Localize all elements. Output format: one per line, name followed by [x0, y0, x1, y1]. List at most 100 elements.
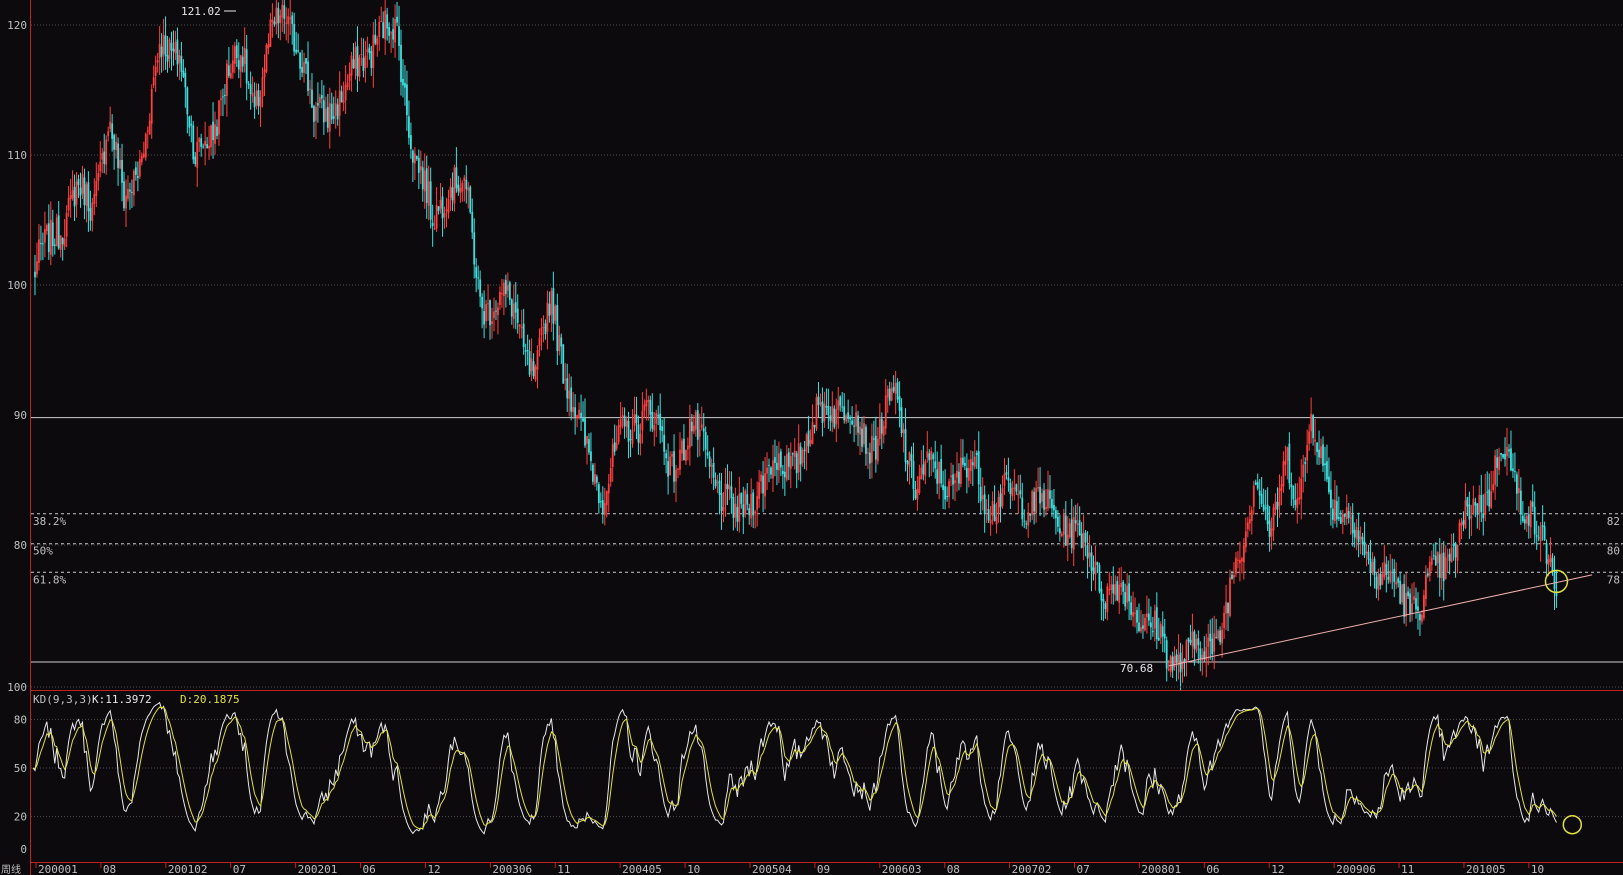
candle-body — [1304, 461, 1307, 464]
candle-body — [1086, 545, 1089, 559]
candle-body — [1377, 574, 1380, 591]
candle-body — [778, 453, 780, 471]
candle-body — [1555, 590, 1558, 597]
candle-body — [257, 90, 260, 106]
candle-body — [1033, 491, 1036, 512]
x-tick-label: 200306 — [492, 863, 532, 875]
candle-body — [766, 467, 768, 474]
candle-body — [1187, 637, 1190, 642]
candle-body — [847, 412, 850, 419]
fib-level-right-label: 82 — [1607, 515, 1620, 528]
candle-body — [880, 418, 883, 434]
candle-body — [1335, 501, 1338, 520]
candle-body — [552, 288, 555, 324]
candle-body — [716, 481, 719, 483]
candle-body — [661, 426, 664, 431]
candle-body — [1401, 584, 1404, 603]
candle-body — [1397, 578, 1400, 583]
candle-body — [237, 60, 240, 70]
candle-body — [315, 106, 317, 121]
candle-body — [417, 157, 420, 173]
x-tick-label: 09 — [817, 863, 830, 875]
candle-body — [249, 84, 252, 95]
candle-body — [1205, 647, 1208, 661]
candle-body — [975, 452, 978, 456]
candle-body — [629, 439, 632, 441]
candle-body — [1108, 589, 1111, 591]
candle-body — [1195, 638, 1198, 651]
candle-body — [1023, 520, 1026, 522]
candle-body — [1426, 573, 1429, 576]
x-tick-label: 10 — [1531, 863, 1544, 875]
candle-body — [491, 321, 493, 325]
candle-body — [799, 446, 802, 465]
candle-body — [1246, 522, 1249, 530]
candle-body — [40, 243, 42, 245]
candle-body — [313, 106, 315, 122]
candle-body — [973, 456, 976, 467]
kd-d-value: D:20.1875 — [180, 693, 240, 706]
candle-body — [540, 327, 543, 336]
candle-body — [344, 85, 347, 101]
candle-body — [1235, 557, 1237, 574]
candle-body — [1189, 639, 1192, 643]
candle-body — [1276, 501, 1279, 510]
candle-body — [374, 34, 377, 44]
kd-series — [32, 701, 1583, 835]
candle-body — [869, 452, 871, 464]
price-tick-label: 110 — [7, 149, 27, 162]
candle-body — [1248, 519, 1251, 524]
candle-body — [993, 504, 996, 521]
candle-body — [898, 396, 901, 411]
candle-body — [859, 426, 861, 435]
candle-body — [293, 24, 296, 52]
candle-body — [520, 326, 523, 329]
candle-body — [659, 413, 662, 431]
candle-body — [1432, 555, 1435, 557]
candle-body — [817, 396, 820, 406]
candle-body — [1543, 526, 1546, 540]
candle-body — [1330, 489, 1332, 508]
candle-body — [576, 415, 578, 419]
candle-body — [928, 453, 931, 461]
candle-body — [1092, 567, 1095, 574]
candle-body — [801, 450, 804, 464]
candle-body — [174, 41, 177, 54]
candle-body — [1490, 491, 1493, 508]
kd-tick-label: 0 — [20, 843, 27, 856]
candle-body — [772, 460, 774, 479]
candle-body — [1494, 455, 1497, 485]
x-axis: 200001 08 200102 07 200201 06 12 200306 11 200405… — [35, 863, 1544, 875]
candle-body — [544, 323, 547, 335]
candle-body — [542, 326, 545, 328]
candle-body — [1419, 614, 1421, 621]
candle-body — [1470, 516, 1473, 518]
candle-body — [1355, 527, 1358, 539]
candle-body — [645, 400, 648, 407]
candle-body — [463, 177, 466, 182]
candle-body — [368, 47, 371, 54]
candle-body — [837, 400, 840, 410]
candle-body — [378, 22, 381, 37]
candle-body — [113, 134, 116, 150]
candle-body — [406, 84, 408, 116]
candle-body — [1167, 668, 1170, 671]
candle-body — [874, 435, 877, 460]
candle-body — [1545, 543, 1548, 564]
candle-body — [570, 387, 573, 412]
candle-body — [956, 470, 958, 478]
candle-body — [1446, 555, 1449, 557]
candle-body — [718, 480, 721, 495]
candle-body — [564, 379, 567, 381]
candle-body — [194, 156, 197, 164]
candle-body — [999, 493, 1002, 508]
candle-body — [1100, 588, 1103, 601]
candle-body — [425, 168, 428, 203]
candle-body — [560, 337, 563, 347]
high-annotation: 121.02 — [181, 5, 221, 18]
candle-body — [398, 26, 400, 46]
candle-body — [227, 65, 230, 76]
candle-body — [1084, 532, 1087, 543]
candle-body — [67, 198, 70, 211]
candle-body — [1005, 472, 1008, 475]
